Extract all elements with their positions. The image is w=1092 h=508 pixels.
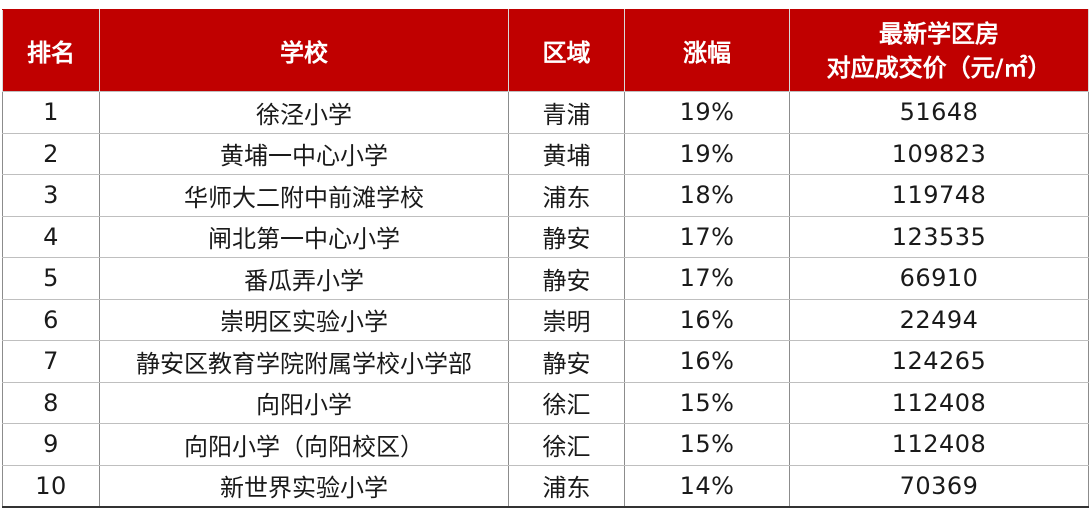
table-body: 1 徐泾小学 青浦 19% 51648 2 黄埔一中心小学 黄埔 19% 109…	[2, 91, 1089, 508]
cell-change: 19%	[624, 132, 790, 175]
cell-school: 新世界实验小学	[99, 464, 509, 508]
table-row: 6 崇明区实验小学 崇明 16% 22494	[2, 298, 1089, 341]
cell-district: 静安	[508, 215, 625, 258]
table-row: 8 向阳小学 徐汇 15% 112408	[2, 381, 1089, 424]
cell-change: 19%	[624, 91, 790, 134]
cell-price: 22494	[789, 298, 1089, 341]
table-row: 9 向阳小学（向阳校区） 徐汇 15% 112408	[2, 423, 1089, 466]
header-price-line1: 最新学区房	[879, 19, 999, 48]
cell-change: 16%	[624, 298, 790, 341]
header-rank: 排名	[2, 9, 100, 92]
cell-school: 徐泾小学	[99, 91, 509, 134]
table-header: 排名 学校 区域 涨幅 最新学区房 对应成交价（元/㎡）	[2, 9, 1089, 92]
cell-price: 124265	[789, 340, 1089, 383]
header-price: 最新学区房 对应成交价（元/㎡）	[789, 9, 1089, 92]
cell-rank: 4	[2, 215, 100, 258]
cell-change: 15%	[624, 381, 790, 424]
cell-school: 闸北第一中心小学	[99, 215, 509, 258]
cell-change: 17%	[624, 215, 790, 258]
cell-price: 51648	[789, 91, 1089, 134]
cell-price: 66910	[789, 257, 1089, 300]
cell-change: 14%	[624, 464, 790, 508]
header-row: 排名 学校 区域 涨幅 最新学区房 对应成交价（元/㎡）	[2, 9, 1089, 92]
school-ranking-table: 排名 学校 区域 涨幅 最新学区房 对应成交价（元/㎡） 1 徐泾小学 青浦 1…	[2, 9, 1089, 508]
cell-school: 华师大二附中前滩学校	[99, 174, 509, 217]
header-change: 涨幅	[624, 9, 790, 92]
cell-district: 静安	[508, 257, 625, 300]
cell-rank: 2	[2, 132, 100, 175]
cell-school: 番瓜弄小学	[99, 257, 509, 300]
table-row: 1 徐泾小学 青浦 19% 51648	[2, 91, 1089, 134]
table-row: 2 黄埔一中心小学 黄埔 19% 109823	[2, 132, 1089, 175]
cell-price: 112408	[789, 423, 1089, 466]
cell-school: 黄埔一中心小学	[99, 132, 509, 175]
cell-change: 18%	[624, 174, 790, 217]
cell-rank: 5	[2, 257, 100, 300]
cell-district: 浦东	[508, 464, 625, 508]
cell-rank: 1	[2, 91, 100, 134]
cell-price: 70369	[789, 464, 1089, 508]
cell-rank: 7	[2, 340, 100, 383]
cell-price: 109823	[789, 132, 1089, 175]
cell-district: 浦东	[508, 174, 625, 217]
cell-change: 15%	[624, 423, 790, 466]
cell-change: 16%	[624, 340, 790, 383]
table-row: 4 闸北第一中心小学 静安 17% 123535	[2, 215, 1089, 258]
cell-price: 112408	[789, 381, 1089, 424]
header-school: 学校	[99, 9, 509, 92]
cell-school: 崇明区实验小学	[99, 298, 509, 341]
header-district: 区域	[508, 9, 625, 92]
table-row: 3 华师大二附中前滩学校 浦东 18% 119748	[2, 174, 1089, 217]
table-row: 7 静安区教育学院附属学校小学部 静安 16% 124265	[2, 340, 1089, 383]
cell-rank: 3	[2, 174, 100, 217]
cell-district: 黄埔	[508, 132, 625, 175]
cell-school: 向阳小学（向阳校区）	[99, 423, 509, 466]
cell-rank: 6	[2, 298, 100, 341]
cell-district: 徐汇	[508, 423, 625, 466]
cell-district: 徐汇	[508, 381, 625, 424]
cell-rank: 10	[2, 464, 100, 508]
cell-district: 静安	[508, 340, 625, 383]
cell-school: 静安区教育学院附属学校小学部	[99, 340, 509, 383]
cell-district: 青浦	[508, 91, 625, 134]
cell-change: 17%	[624, 257, 790, 300]
cell-rank: 8	[2, 381, 100, 424]
cell-district: 崇明	[508, 298, 625, 341]
table-row: 10 新世界实验小学 浦东 14% 70369	[2, 464, 1089, 508]
cell-rank: 9	[2, 423, 100, 466]
cell-school: 向阳小学	[99, 381, 509, 424]
header-price-line2: 对应成交价（元/㎡）	[826, 53, 1052, 82]
cell-price: 119748	[789, 174, 1089, 217]
cell-price: 123535	[789, 215, 1089, 258]
table-row: 5 番瓜弄小学 静安 17% 66910	[2, 257, 1089, 300]
